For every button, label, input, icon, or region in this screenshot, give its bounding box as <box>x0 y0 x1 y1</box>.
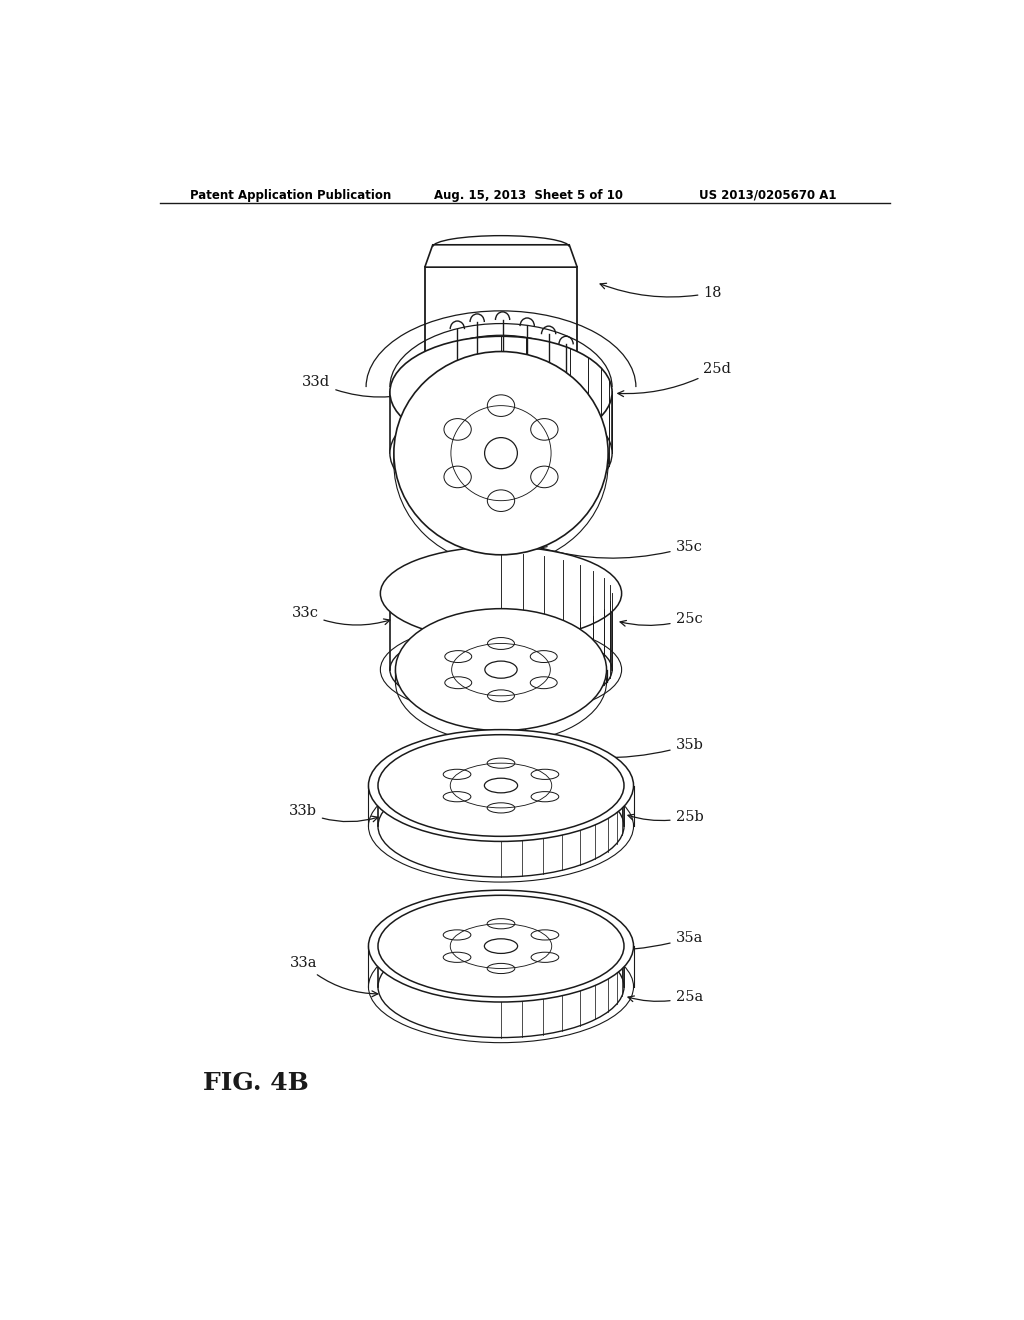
Ellipse shape <box>380 546 622 640</box>
Ellipse shape <box>390 630 612 710</box>
Ellipse shape <box>477 709 524 735</box>
Ellipse shape <box>465 458 537 495</box>
Ellipse shape <box>390 337 612 447</box>
Ellipse shape <box>394 351 608 554</box>
Ellipse shape <box>378 735 624 837</box>
Text: 25a: 25a <box>628 990 702 1005</box>
Text: 33a: 33a <box>290 957 378 997</box>
Ellipse shape <box>465 554 537 591</box>
Ellipse shape <box>479 935 523 958</box>
Text: 33c: 33c <box>292 606 390 626</box>
Text: 35a: 35a <box>528 931 702 950</box>
Text: US 2013/0205670 A1: US 2013/0205670 A1 <box>699 189 837 202</box>
Text: FIG. 4B: FIG. 4B <box>204 1072 309 1096</box>
Text: 35c: 35c <box>541 540 702 558</box>
Text: Patent Application Publication: Patent Application Publication <box>189 189 391 202</box>
Ellipse shape <box>468 768 535 803</box>
Ellipse shape <box>477 755 524 781</box>
Ellipse shape <box>369 890 634 1002</box>
Ellipse shape <box>369 730 634 841</box>
Text: 18: 18 <box>600 284 722 300</box>
Text: 33b: 33b <box>289 804 378 822</box>
Text: 35b: 35b <box>530 738 703 758</box>
Ellipse shape <box>378 936 624 1038</box>
Ellipse shape <box>378 895 624 997</box>
Text: 25b: 25b <box>628 810 703 824</box>
Text: Aug. 15, 2013  Sheet 5 of 10: Aug. 15, 2013 Sheet 5 of 10 <box>433 189 623 202</box>
Polygon shape <box>425 244 578 267</box>
Ellipse shape <box>479 908 523 933</box>
Text: 25c: 25c <box>621 612 702 626</box>
Text: 33d: 33d <box>302 375 423 397</box>
Ellipse shape <box>450 546 553 599</box>
Ellipse shape <box>395 609 606 731</box>
Ellipse shape <box>390 397 612 510</box>
Ellipse shape <box>468 751 535 785</box>
Text: 25d: 25d <box>617 362 731 396</box>
Ellipse shape <box>378 775 624 876</box>
Ellipse shape <box>450 568 553 620</box>
